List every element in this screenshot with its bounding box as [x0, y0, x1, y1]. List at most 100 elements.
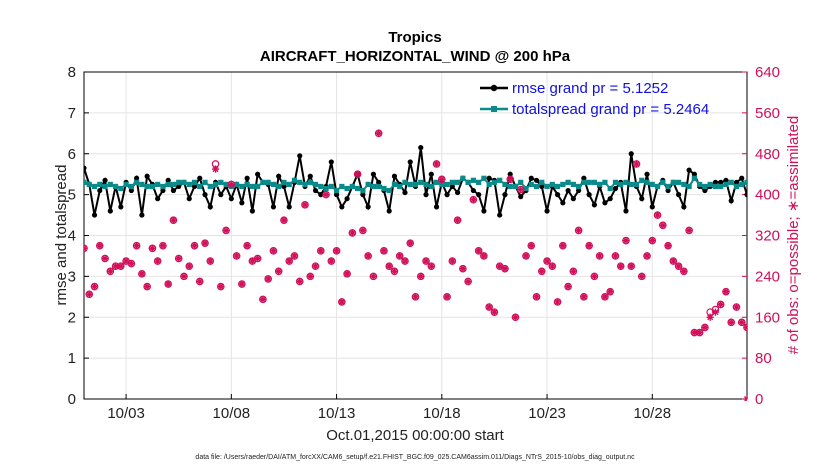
y-right-tick-label: 240 — [755, 268, 780, 285]
totalspread-point — [454, 179, 461, 185]
totalspread-point — [260, 179, 266, 185]
totalspread-point — [207, 183, 213, 190]
totalspread-point — [670, 179, 676, 185]
totalspread-point — [212, 181, 219, 188]
obs-assimilated-point-stroke — [670, 258, 677, 265]
totalspread-point — [470, 177, 476, 183]
obs-assimilated-point-stroke — [643, 252, 651, 259]
x-axis-label: Oct.01,2015 00:00:00 start — [326, 427, 504, 444]
obs-assimilated-point-stroke — [717, 301, 724, 308]
rmse-point — [207, 204, 213, 210]
chart-subtitle: AIRCRAFT_HORIZONTAL_WIND @ 200 hPa — [260, 48, 571, 65]
totalspread-point — [91, 183, 98, 190]
chart-title: Tropics — [388, 29, 441, 46]
obs-assimilated-point-stroke — [559, 242, 566, 249]
legend-totalspread-marker — [491, 106, 497, 112]
obs-assimilated-point-stroke — [554, 298, 561, 305]
obs-assimilated-point-stroke — [217, 283, 224, 290]
rmse-point — [328, 159, 334, 165]
totalspread-point — [186, 181, 192, 188]
obs-assimilated-point-stroke — [386, 263, 393, 270]
obs-assimilated-point-stroke — [570, 268, 577, 275]
obs-assimilated-point-stroke — [612, 252, 619, 259]
obs-assimilated-point-stroke — [154, 258, 161, 265]
totalspread-point — [239, 183, 245, 190]
obs-assimilated-point-stroke — [296, 278, 303, 285]
rmse-point — [644, 171, 650, 177]
obs-assimilated-point-stroke — [808, 233, 813, 238]
y-right-tick-label: 80 — [755, 350, 772, 367]
totalspread-point — [707, 181, 713, 188]
rmse-point — [486, 175, 492, 181]
obs-possible-point — [754, 294, 760, 300]
totalspread-point — [97, 181, 103, 188]
rmse-point — [84, 165, 87, 171]
totalspread-point — [333, 187, 340, 194]
obs-assimilated-point-stroke — [175, 255, 182, 262]
obs-assimilated-point-stroke — [707, 314, 714, 321]
rmse-point — [144, 173, 150, 179]
obs-assimilated-point-stroke — [201, 240, 209, 247]
obs-assimilated-point-stroke — [259, 296, 266, 303]
totalspread-point — [644, 179, 650, 185]
totalspread-point — [586, 179, 592, 185]
obs-assimilated-point-stroke — [823, 243, 828, 248]
x-tick-label: 10/28 — [634, 405, 672, 422]
obs-assimilated-point-stroke — [422, 258, 430, 265]
obs-assimilated-point-stroke — [165, 280, 172, 288]
rmse-point — [449, 183, 455, 190]
obs-assimilated-point-stroke — [317, 247, 324, 254]
obs-assimilated-point-stroke — [596, 252, 603, 259]
totalspread-point — [544, 183, 550, 190]
obs-assimilated-point-stroke — [433, 160, 440, 168]
rmse-point — [576, 187, 582, 194]
obs-assimilated-point-stroke — [522, 252, 530, 259]
obs-assimilated-point-stroke — [607, 288, 614, 295]
obs-assimilated-point-stroke — [301, 201, 309, 208]
totalspread-point — [376, 183, 382, 190]
obs-assimilated-point-stroke — [813, 213, 818, 218]
rmse-point — [539, 183, 545, 190]
totalspread-point — [813, 182, 818, 187]
totalspread-point — [570, 181, 576, 188]
rmse-point — [586, 192, 592, 198]
totalspread-point — [418, 179, 424, 185]
totalspread-point — [533, 183, 540, 190]
totalspread-point — [244, 181, 250, 188]
obs-assimilated-point-stroke — [802, 243, 807, 248]
obs-possible-point — [817, 263, 823, 269]
obs-assimilated-point-stroke — [275, 268, 282, 275]
obs-assimilated-point-stroke — [407, 240, 414, 247]
rmse-point — [554, 192, 561, 198]
totalspread-point — [607, 185, 613, 192]
obs-assimilated-point-stroke — [223, 227, 230, 234]
totalspread-point — [249, 183, 255, 190]
x-tick-label: 10/23 — [528, 405, 566, 422]
totalspread-point — [502, 181, 508, 188]
obs-assimilated-point-stroke — [375, 130, 382, 137]
rmse-point — [97, 187, 103, 194]
obs-assimilated-point-stroke — [417, 273, 424, 280]
y-tick-label: 7 — [68, 105, 76, 122]
rmse-point — [165, 177, 171, 183]
obs-assimilated-point-stroke — [565, 283, 572, 290]
rmse-point — [771, 180, 776, 185]
rmse-point — [276, 173, 282, 179]
rmse-point — [733, 179, 740, 185]
totalspread-point — [391, 181, 398, 188]
rmse-point — [428, 171, 434, 177]
totalspread-point — [312, 181, 319, 188]
obs-assimilated-point-stroke — [401, 258, 409, 265]
obs-assimilated-point-stroke — [307, 273, 314, 280]
totalspread-point — [286, 181, 292, 188]
rmse-point — [339, 204, 345, 210]
totalspread-point — [102, 183, 108, 190]
totalspread-point — [802, 184, 807, 189]
totalspread-point — [444, 181, 450, 188]
rmse-point — [307, 173, 313, 179]
totalspread-point — [486, 181, 492, 188]
rmse-point — [286, 204, 292, 210]
totalspread-point — [591, 179, 598, 185]
y-tick-label: 2 — [68, 309, 76, 326]
obs-assimilated-point-stroke — [750, 294, 755, 299]
